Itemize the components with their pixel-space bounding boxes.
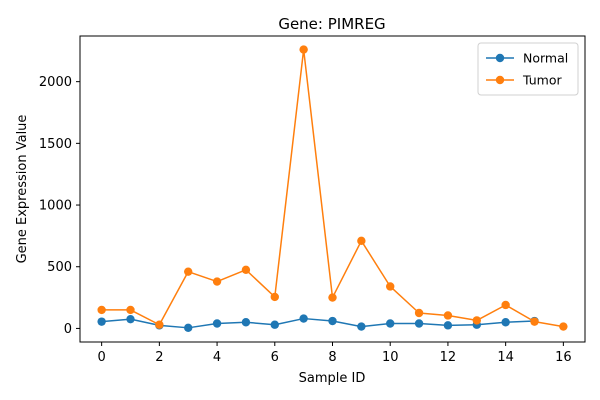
normal-series-line xyxy=(101,317,535,329)
y-tick-label: 1000 xyxy=(39,199,72,214)
tumor-data-point xyxy=(501,300,510,310)
y-tick-label: 2000 xyxy=(39,75,72,90)
tumor-data-point xyxy=(328,293,337,302)
x-tick-label: 8 xyxy=(328,350,336,365)
x-tick-label: 4 xyxy=(213,350,221,365)
y-tick-label: 500 xyxy=(47,260,72,275)
normal-data-point xyxy=(386,319,395,328)
normal-data-point xyxy=(126,314,135,324)
normal-data-point xyxy=(299,314,308,323)
normal-legend-marker xyxy=(495,53,505,63)
tumor-data-point xyxy=(241,265,251,275)
tumor-data-point xyxy=(155,320,164,329)
y-tick-label: 1500 xyxy=(39,137,72,152)
x-tick-label: 10 xyxy=(382,350,399,365)
normal-data-point xyxy=(501,318,510,327)
normal-data-point xyxy=(328,316,337,326)
y-tick-label: 0 xyxy=(64,322,72,337)
tumor-data-point xyxy=(386,282,395,291)
x-tick-label: 0 xyxy=(98,350,106,365)
tumor-data-point xyxy=(472,316,481,325)
tumor-data-point xyxy=(184,267,193,276)
normal-data-point xyxy=(443,321,453,330)
plot-area: 0 2 4 6 8 10 12 14 16 0 500 1000 1500 2000 xyxy=(39,45,572,365)
x-tick-label: 16 xyxy=(555,350,572,365)
tumor-data-point xyxy=(530,317,539,326)
x-tick-label: 14 xyxy=(497,350,514,365)
x-axis-label: Sample ID xyxy=(299,371,366,386)
tumor-data-point xyxy=(126,305,135,315)
normal-data-point xyxy=(212,319,222,328)
tumor-legend-marker xyxy=(495,75,505,85)
tumor-data-point xyxy=(443,311,453,320)
tumor-data-point xyxy=(299,45,308,54)
normal-data-point xyxy=(414,319,424,328)
tumor-data-point xyxy=(414,308,424,318)
legend: Normal Tumor xyxy=(477,42,579,96)
tumor-data-point xyxy=(559,322,568,331)
normal-legend-label: Normal xyxy=(523,51,568,66)
tumor-data-point xyxy=(97,305,106,315)
tumor-data-point xyxy=(270,292,279,302)
normal-data-point xyxy=(357,322,366,331)
normal-data-point xyxy=(241,318,251,327)
x-tick-label: 12 xyxy=(440,350,457,365)
plot-frame xyxy=(79,35,586,343)
tumor-data-point xyxy=(212,277,222,286)
x-tick-label: 2 xyxy=(155,350,163,365)
normal-data-point xyxy=(97,317,106,326)
y-axis-label: Gene Expression Value xyxy=(15,115,30,264)
normal-data-point xyxy=(270,320,279,329)
normal-data-point xyxy=(184,323,193,333)
tumor-data-point xyxy=(357,236,366,246)
chart-title: Gene: PIMREG xyxy=(278,15,385,33)
x-tick-label: 6 xyxy=(271,350,279,365)
tumor-legend-label: Tumor xyxy=(522,73,562,88)
